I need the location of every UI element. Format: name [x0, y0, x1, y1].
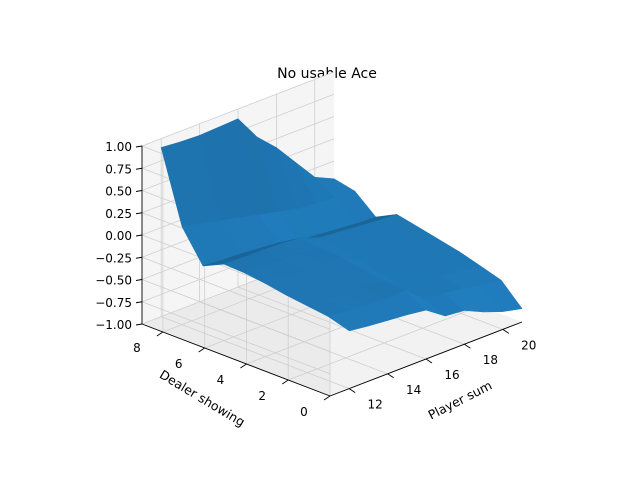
- z-tick: [135, 301, 143, 304]
- y-axis-line: [141, 323, 331, 397]
- surface-facet: [481, 279, 523, 312]
- z-tick: [135, 256, 143, 259]
- z-tick-label: 0.75: [105, 162, 132, 176]
- z-tick-label: −0.50: [95, 274, 132, 288]
- y-tick-label: 2: [258, 389, 266, 403]
- x-tick: [464, 343, 471, 349]
- axis-lines: [135, 145, 523, 401]
- y-axis-label: Dealer showing: [157, 367, 248, 430]
- z-tick: [135, 145, 143, 148]
- chart-title: No usable Ace: [277, 66, 377, 82]
- x-tick: [425, 358, 433, 364]
- z-tick: [135, 234, 143, 237]
- x-tick: [387, 373, 394, 379]
- y-tick: [198, 347, 205, 353]
- z-tick-label: −0.75: [95, 296, 132, 310]
- x-tick-label: 14: [406, 383, 421, 397]
- y-tick: [240, 363, 247, 369]
- z-tick: [135, 190, 143, 192]
- y-tick-label: 0: [300, 405, 308, 419]
- x-tick: [348, 388, 356, 393]
- y-tick-label: 8: [133, 341, 141, 355]
- y-tick: [281, 379, 289, 385]
- z-tick-label: 0.00: [105, 229, 132, 243]
- x-tick-label: 16: [444, 368, 459, 382]
- surface-plot: [160, 118, 523, 332]
- z-tick-label: −1.00: [95, 318, 132, 332]
- x-axis-label: Player sum: [426, 378, 495, 423]
- z-tick-label: 0.25: [105, 207, 132, 221]
- x-tick-label: 12: [368, 398, 383, 412]
- x-tick-label: 20: [521, 338, 536, 352]
- x-tick: [502, 329, 510, 334]
- y-tick-label: 4: [217, 373, 225, 387]
- z-tick-label: −0.25: [95, 251, 132, 265]
- y-tick-label: 6: [175, 357, 183, 371]
- z-tick: [135, 323, 143, 326]
- y-tick: [323, 395, 331, 401]
- z-tick-label: 1.00: [105, 140, 132, 154]
- z-tick: [135, 167, 143, 170]
- z-tick: [135, 279, 143, 281]
- x-tick-label: 18: [483, 353, 498, 367]
- z-tick: [135, 212, 143, 215]
- z-tick-label: 0.50: [105, 185, 132, 199]
- y-tick: [156, 331, 164, 337]
- tick-labels: 12 14 16 18 20 0 2 4 6 8−1.00 −0.75 −0.50 −0.25 0.00 0…: [95, 140, 536, 419]
